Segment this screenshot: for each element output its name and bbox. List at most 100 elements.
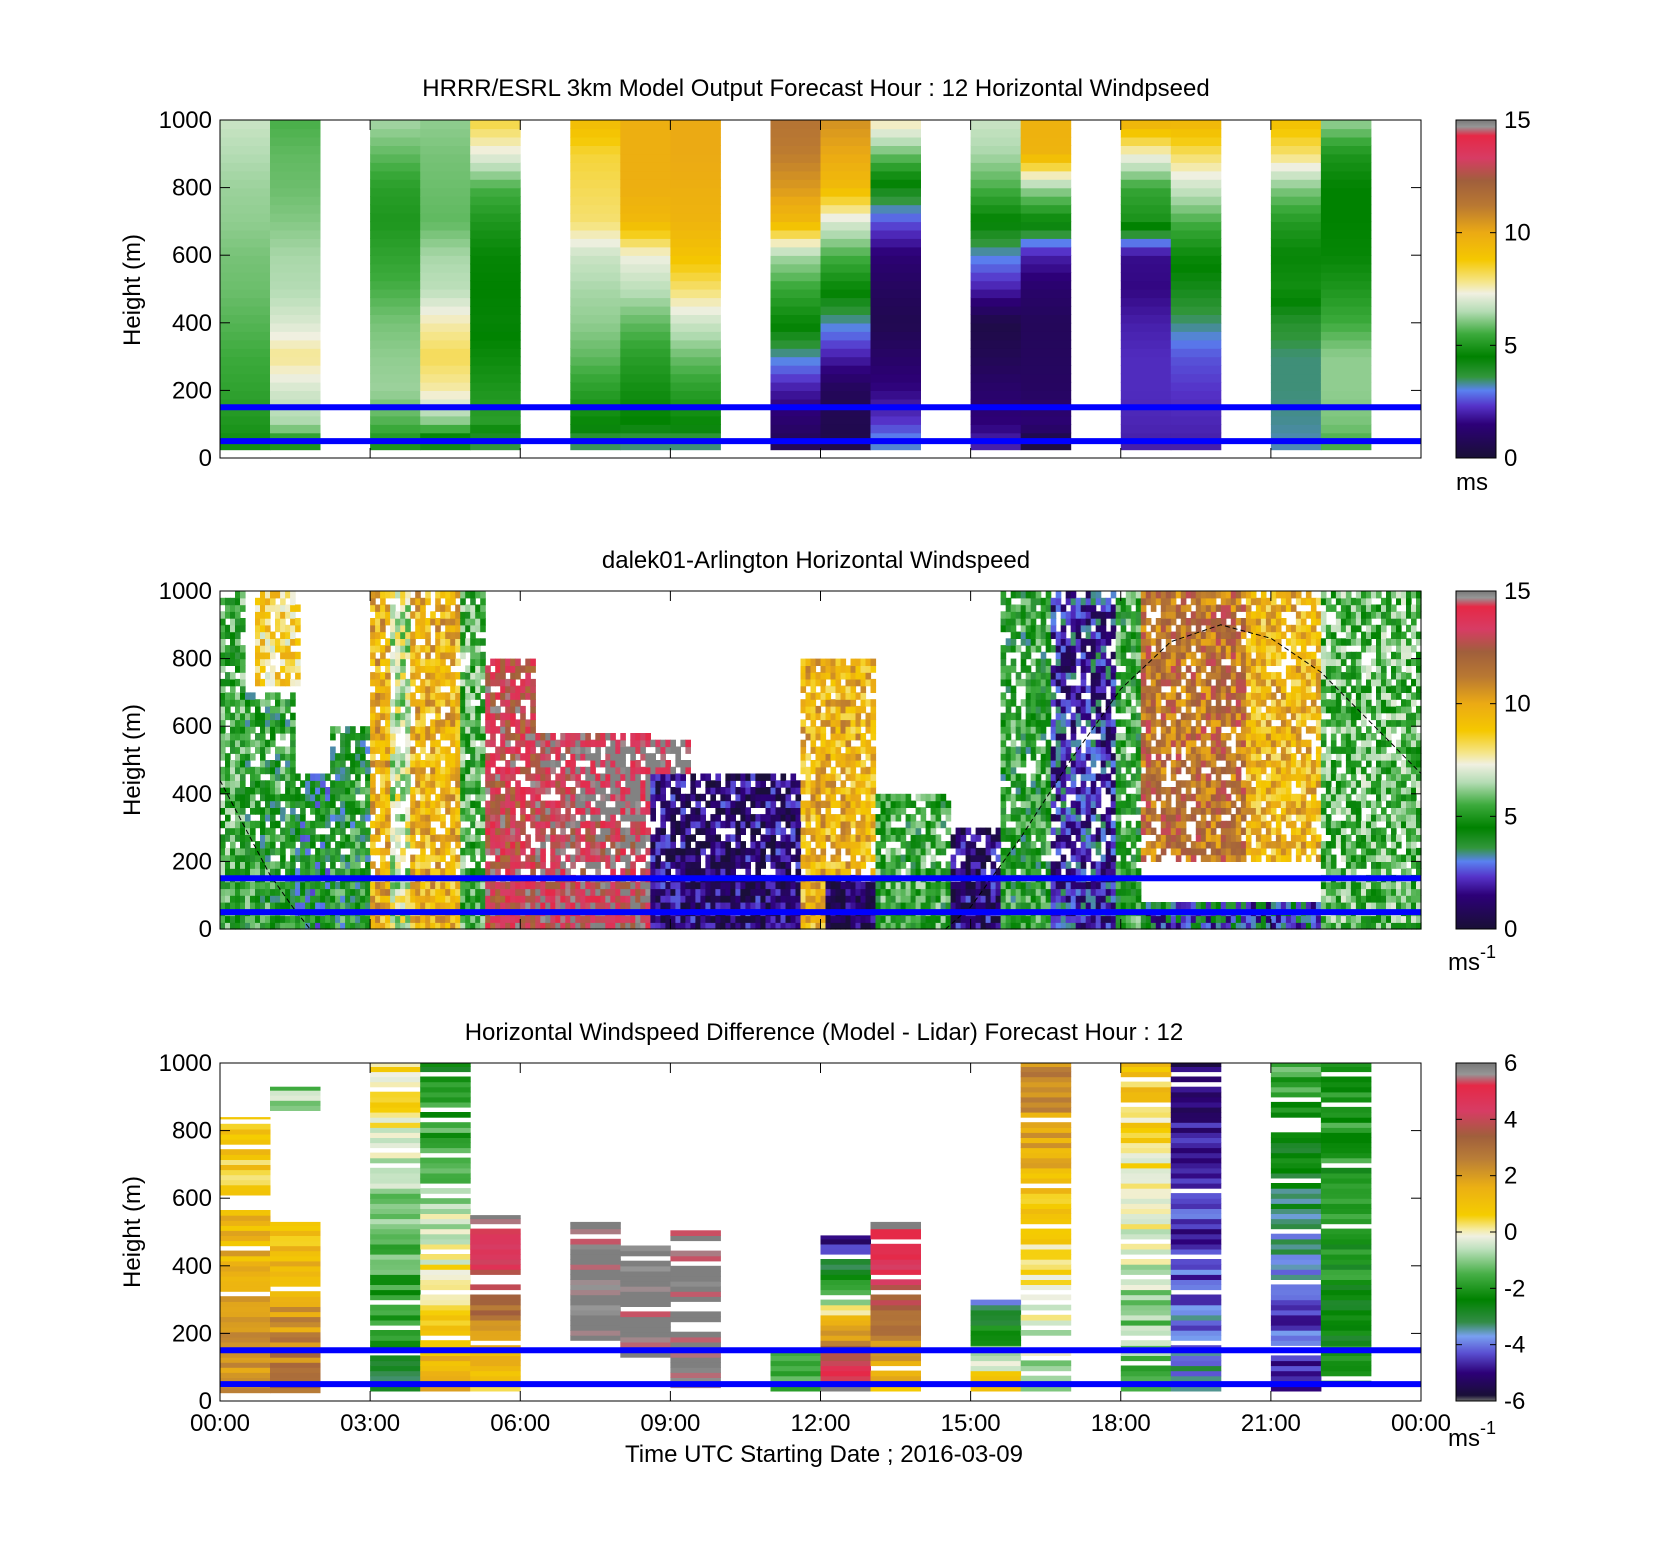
lidar-cell bbox=[605, 733, 611, 741]
lidar-cell bbox=[565, 814, 571, 822]
model-cell bbox=[1170, 280, 1222, 290]
lidar-cell bbox=[315, 807, 321, 815]
lidar-cell bbox=[290, 793, 296, 802]
lidar-cell bbox=[455, 624, 461, 633]
lidar-cell bbox=[820, 847, 827, 856]
lidar-cell bbox=[530, 733, 536, 741]
lidar-cell bbox=[340, 753, 346, 761]
lidar-cell bbox=[625, 915, 631, 923]
lidar-cell bbox=[855, 719, 862, 727]
model-cell bbox=[1320, 373, 1372, 383]
model-cell bbox=[1170, 229, 1222, 239]
lidar-cell bbox=[455, 692, 461, 700]
model-cell bbox=[770, 280, 821, 290]
lidar-cell bbox=[730, 814, 736, 822]
lidar-cell bbox=[495, 766, 501, 775]
lidar-cell bbox=[320, 807, 326, 815]
lidar-cell bbox=[940, 915, 947, 923]
lidar-cell bbox=[300, 881, 306, 890]
lidar-cell bbox=[240, 807, 246, 815]
lidar-cell bbox=[635, 902, 641, 910]
lidar-cell bbox=[450, 861, 456, 869]
lidar-cell bbox=[830, 699, 837, 707]
model-cell bbox=[570, 424, 621, 434]
lidar-cell bbox=[425, 861, 431, 869]
lidar-cell bbox=[495, 692, 501, 700]
model-cell bbox=[220, 153, 271, 163]
lidar-cell bbox=[340, 814, 346, 822]
model-cell bbox=[420, 238, 471, 248]
lidar-cell bbox=[625, 841, 631, 849]
lidar-cell bbox=[755, 915, 761, 923]
model-cell bbox=[1170, 305, 1222, 315]
lidar-cell bbox=[255, 699, 261, 707]
lidar-cell bbox=[560, 861, 566, 869]
lidar-cell bbox=[530, 773, 536, 781]
lidar-cell bbox=[460, 705, 466, 714]
lidar-cell bbox=[345, 753, 351, 761]
lidar-cell bbox=[515, 753, 521, 761]
lidar-cell bbox=[285, 766, 291, 775]
lidar-cell bbox=[495, 881, 501, 890]
lidar-cell bbox=[485, 665, 491, 673]
lidar-cell bbox=[870, 780, 877, 788]
lidar-cell bbox=[370, 624, 376, 633]
lidar-cell bbox=[490, 807, 496, 815]
lidar-cell bbox=[450, 712, 456, 721]
lidar-cell bbox=[590, 888, 596, 896]
lidar-cell bbox=[845, 787, 852, 795]
lidar-cell bbox=[610, 820, 616, 829]
lidar-cell bbox=[645, 834, 651, 842]
lidar-cell bbox=[485, 834, 491, 842]
lidar-cell bbox=[370, 638, 376, 646]
lidar-cell bbox=[865, 658, 872, 666]
lidar-cell bbox=[760, 800, 766, 808]
lidar-cell bbox=[470, 631, 476, 639]
lidar-cell bbox=[750, 814, 756, 822]
lidar-cell bbox=[555, 834, 561, 842]
lidar-cell bbox=[460, 814, 466, 822]
lidar-cell bbox=[735, 888, 741, 896]
model-cell bbox=[870, 297, 921, 307]
lidar-cell bbox=[755, 895, 761, 903]
lidar-cell bbox=[480, 685, 486, 693]
model-cell bbox=[1320, 331, 1372, 341]
lidar-cell bbox=[340, 773, 346, 781]
model-cell bbox=[370, 441, 421, 451]
lidar-cell bbox=[255, 611, 261, 619]
lidar-cell bbox=[435, 712, 441, 721]
model-cell bbox=[370, 305, 421, 315]
lidar-cell bbox=[310, 834, 316, 842]
lidar-cell bbox=[320, 881, 326, 890]
lidar-cell bbox=[530, 922, 536, 930]
lidar-cell bbox=[255, 861, 261, 869]
lidar-cell bbox=[390, 618, 396, 626]
lidar-cell bbox=[530, 739, 536, 748]
lidar-cell bbox=[270, 793, 276, 802]
lidar-cell bbox=[345, 922, 351, 930]
lidar-cell bbox=[650, 847, 656, 856]
lidar-cell bbox=[380, 827, 386, 835]
lidar-cell bbox=[640, 915, 646, 923]
lidar-cell bbox=[310, 787, 316, 795]
lidar-cell bbox=[685, 881, 691, 890]
model-cell bbox=[970, 229, 1022, 239]
model-cell bbox=[470, 322, 521, 332]
lidar-cell bbox=[630, 746, 636, 754]
lidar-cell bbox=[250, 847, 256, 856]
lidar-cell bbox=[605, 895, 611, 903]
lidar-cell bbox=[240, 604, 246, 612]
lidar-cell bbox=[890, 847, 897, 856]
lidar-cell bbox=[230, 902, 236, 910]
lidar-cell bbox=[790, 820, 797, 829]
model-cell bbox=[420, 221, 471, 231]
lidar-cell bbox=[395, 773, 401, 781]
lidar-cell bbox=[385, 746, 391, 754]
lidar-cell bbox=[580, 766, 586, 775]
model-cell bbox=[1320, 381, 1372, 391]
model-cell bbox=[1020, 441, 1072, 451]
model-cell bbox=[970, 196, 1022, 206]
model-cell bbox=[1120, 162, 1172, 172]
lidar-cell bbox=[650, 753, 656, 761]
lidar-cell bbox=[700, 922, 706, 930]
